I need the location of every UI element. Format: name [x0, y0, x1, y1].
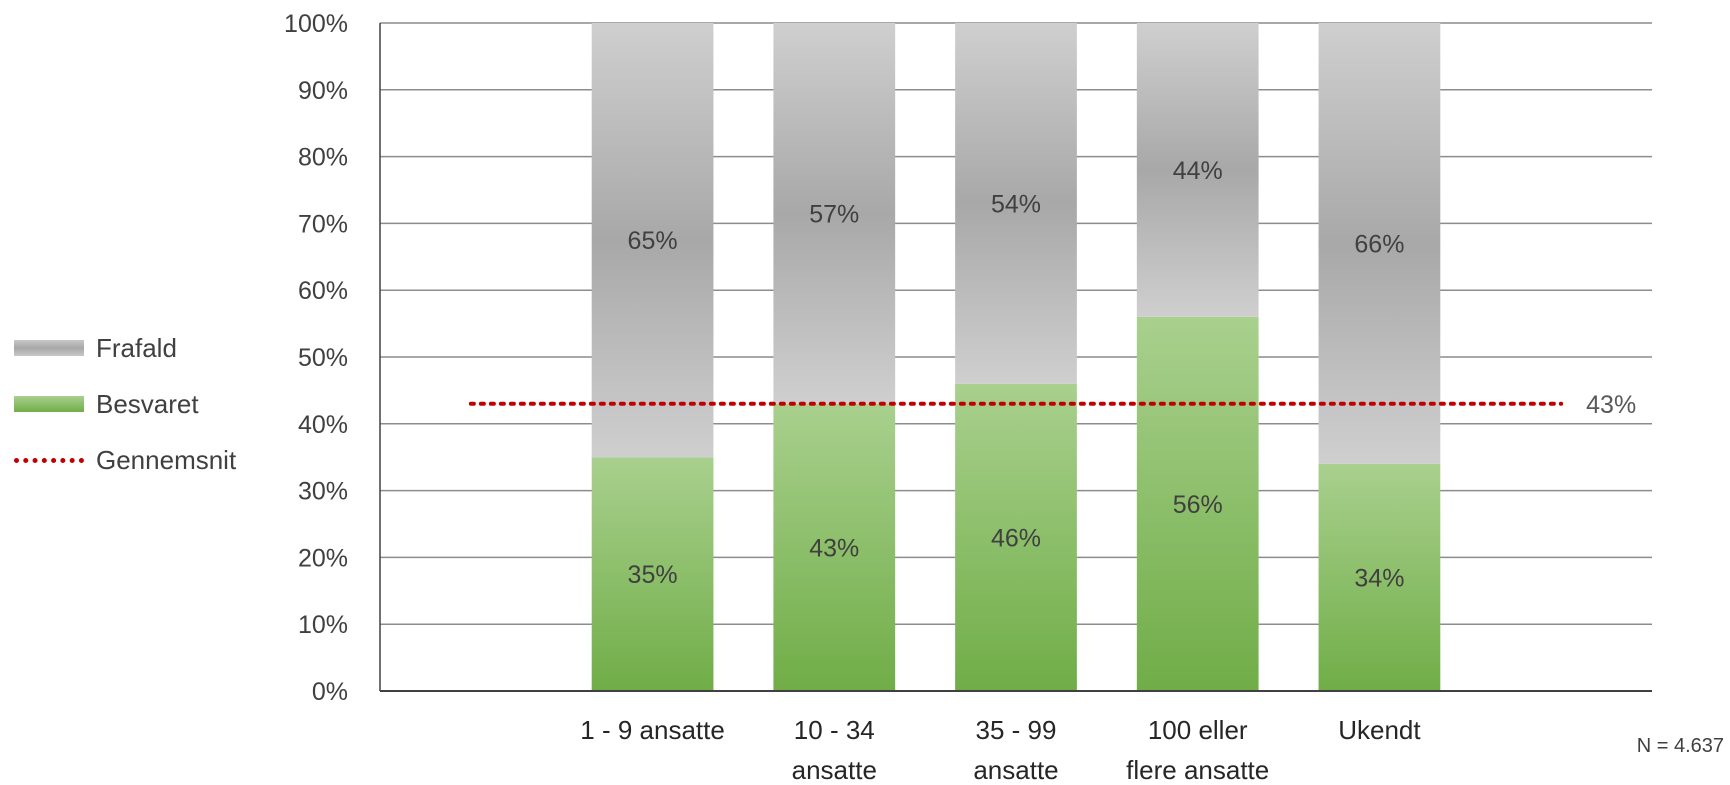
- bar-besvaret: [955, 383, 1077, 691]
- x-tick-label: flere ansatte: [1126, 755, 1269, 785]
- data-label: 66%: [1354, 230, 1404, 258]
- y-tick-label: 50%: [298, 344, 348, 372]
- y-tick-label: 90%: [298, 77, 348, 105]
- data-label: 56%: [1173, 491, 1223, 519]
- bar-besvaret: [773, 403, 896, 691]
- legend-swatch-besvaret: [14, 396, 84, 412]
- data-label: 57%: [809, 200, 859, 228]
- y-tick-label: 60%: [298, 277, 348, 305]
- x-tick-label: 1 - 9 ansatte: [580, 715, 725, 745]
- bar-frafald: [1318, 23, 1441, 464]
- legend-swatch-gennemsnit: [14, 457, 84, 463]
- data-label: 34%: [1354, 564, 1404, 592]
- sample-size-note: N = 4.637: [1636, 735, 1724, 757]
- y-tick-label: 0%: [312, 678, 348, 706]
- bar-besvaret: [1318, 463, 1441, 691]
- bar-frafald: [1136, 23, 1259, 317]
- legend-item-frafald: Frafald: [14, 320, 236, 376]
- x-tick-label: ansatte: [792, 755, 877, 785]
- y-tick-label: 100%: [284, 10, 348, 38]
- data-label: 43%: [809, 534, 859, 562]
- bar-besvaret: [591, 457, 714, 691]
- y-tick-label: 70%: [298, 210, 348, 238]
- legend-item-gennemsnit: Gennemsnit: [14, 432, 236, 488]
- data-label: 54%: [991, 190, 1041, 218]
- legend-label-gennemsnit: Gennemsnit: [96, 444, 237, 475]
- legend: Frafald Besvaret Gennemsnit: [14, 320, 236, 488]
- data-label: 46%: [991, 524, 1041, 552]
- x-tick-label: 100 eller: [1148, 715, 1248, 745]
- bar-besvaret: [1136, 316, 1259, 691]
- y-tick-label: 80%: [298, 144, 348, 172]
- data-label: 44%: [1173, 157, 1223, 185]
- data-label: 65%: [628, 227, 678, 255]
- legend-label-frafald: Frafald: [96, 332, 177, 363]
- bar-frafald: [591, 23, 714, 458]
- data-label: 35%: [628, 561, 678, 589]
- y-tick-label: 30%: [298, 478, 348, 506]
- x-tick-label: 35 - 99: [976, 715, 1057, 745]
- average-line-label: 43%: [1586, 391, 1636, 419]
- y-tick-label: 40%: [298, 411, 348, 439]
- legend-label-besvaret: Besvaret: [96, 388, 199, 419]
- legend-item-besvaret: Besvaret: [14, 376, 236, 432]
- legend-swatch-frafald: [14, 340, 84, 356]
- x-tick-label: 10 - 34: [794, 715, 875, 745]
- bar-frafald: [773, 23, 896, 404]
- y-tick-label: 10%: [298, 611, 348, 639]
- x-tick-label: ansatte: [973, 755, 1058, 785]
- x-tick-label: Ukendt: [1338, 715, 1421, 745]
- bar-frafald: [955, 23, 1077, 384]
- y-tick-label: 20%: [298, 544, 348, 572]
